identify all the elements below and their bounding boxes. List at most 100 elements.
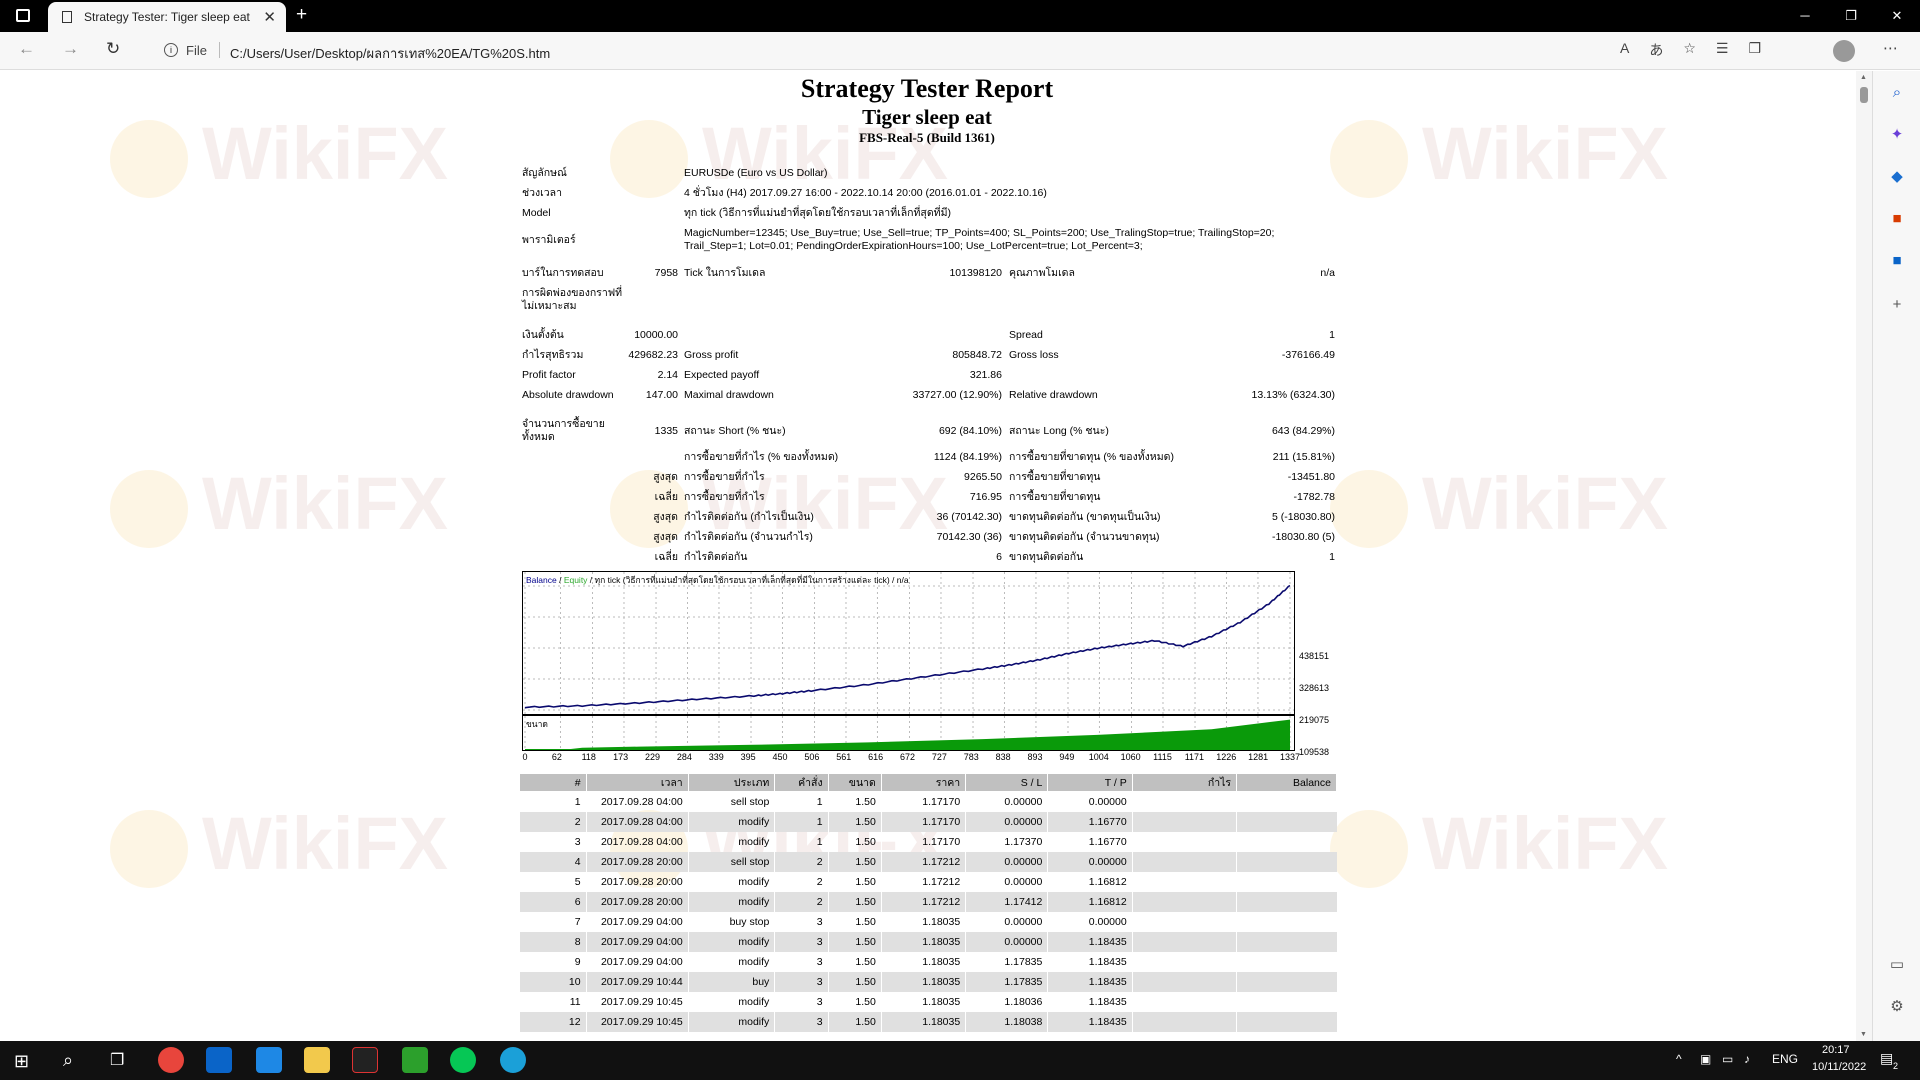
outlook-icon[interactable]: ■ — [1892, 252, 1902, 269]
url-text[interactable]: C:/Users/User/Desktop/ผลการเทส%20EA/TG%2… — [230, 46, 551, 61]
search-icon[interactable]: ⌕ — [63, 1050, 74, 1070]
mail-icon[interactable] — [256, 1047, 282, 1073]
table-cell: modify — [687, 811, 775, 832]
stat-value: 36 (70142.30) — [936, 511, 1002, 523]
profile-avatar[interactable] — [1833, 40, 1855, 62]
table-cell: 2017.09.29 10:45 — [585, 1011, 689, 1032]
x-tick-label: 672 — [899, 752, 916, 762]
hfm-app-icon[interactable] — [352, 1047, 378, 1073]
shopping-icon[interactable]: ◆ — [1891, 168, 1903, 185]
tab-actions-icon[interactable] — [16, 9, 30, 22]
table-cell: modify — [687, 891, 775, 912]
window-controls: ─ ❐ ✕ — [1782, 0, 1920, 32]
table-cell: 3 — [519, 831, 587, 852]
tray-overflow-icon[interactable]: ^ — [1676, 1052, 1682, 1066]
back-button[interactable]: ← — [18, 39, 35, 58]
line-app-icon[interactable] — [450, 1047, 476, 1073]
table-cell: 2017.09.28 04:00 — [585, 811, 689, 832]
table-cell: 2017.09.29 04:00 — [585, 931, 689, 952]
close-window-button[interactable]: ✕ — [1891, 8, 1903, 23]
stat-value: 70142.30 (36) — [936, 531, 1002, 543]
table-cell: modify — [687, 951, 775, 972]
legend-equity: Equity — [563, 575, 588, 585]
file-label: File — [186, 43, 207, 58]
column-header: ขนาด — [827, 773, 882, 792]
stat-label: กำไรติดต่อกัน — [684, 551, 748, 563]
read-aloud-icon[interactable]: A — [1620, 40, 1630, 56]
stat-label: Profit factor — [522, 369, 576, 381]
bars-value: 7958 — [654, 267, 678, 279]
stat-value: 1 — [1329, 551, 1335, 563]
add-icon[interactable]: + — [1892, 296, 1902, 313]
chrome-icon[interactable] — [158, 1047, 184, 1073]
vertical-scrollbar[interactable]: ▲ ▼ — [1856, 71, 1872, 1041]
copilot-icon[interactable]: ✦ — [1890, 126, 1904, 143]
settings-menu-icon[interactable]: ⋯ — [1883, 40, 1898, 57]
notification-icon[interactable]: ▤ — [1880, 1050, 1894, 1066]
table-cell: modify — [687, 1011, 775, 1032]
search-icon[interactable]: ⌕ — [1892, 84, 1902, 101]
table-cell: 1.17835 — [965, 971, 1048, 992]
store-icon[interactable] — [206, 1047, 232, 1073]
favorites-icon[interactable]: ☰ — [1715, 40, 1729, 56]
x-tick-label: 506 — [804, 752, 820, 762]
gear-icon[interactable]: ⚙ — [1890, 998, 1904, 1015]
edge-sidebar: ⌕ ✦ ◆ ■ ■ + ▭ ⚙ — [1872, 71, 1920, 1041]
network-icon[interactable]: ▣ — [1700, 1052, 1712, 1066]
scroll-down-icon[interactable]: ▼ — [1860, 1031, 1867, 1038]
forward-button[interactable]: → — [62, 39, 79, 58]
table-cell: 3 — [774, 951, 829, 972]
scroll-up-icon[interactable]: ▲ — [1860, 74, 1867, 81]
language-indicator[interactable]: ENG — [1772, 1052, 1799, 1066]
translate-icon[interactable]: あ — [1649, 42, 1664, 58]
close-tab-icon[interactable]: ✕ — [263, 9, 276, 26]
volume-icon[interactable]: ♪ — [1744, 1052, 1750, 1066]
table-cell: 1.16812 — [1047, 891, 1133, 912]
legend-balance: Balance — [526, 575, 557, 585]
edge-icon[interactable] — [500, 1047, 526, 1073]
new-tab-button[interactable]: + — [296, 4, 308, 25]
table-cell: 1.50 — [827, 931, 882, 952]
collections-icon[interactable]: ❒ — [1748, 40, 1762, 56]
refresh-button[interactable]: ↻ — [106, 39, 121, 58]
table-cell: 1.18435 — [1047, 971, 1133, 992]
add-favorite-icon[interactable]: ☆ — [1683, 40, 1696, 56]
y-tick-label: 328613 — [1299, 683, 1330, 693]
table-cell: 1.50 — [827, 831, 882, 852]
task-view-icon[interactable]: ❐ — [110, 1052, 125, 1069]
table-cell: 11 — [519, 991, 587, 1012]
table-row: 4 2017.09.28 20:00 sell stop 2 1.50 1.17212 0.… — [519, 851, 1337, 872]
volume-label: ขนาด — [526, 719, 548, 729]
watermark-logo: WikiFX — [610, 111, 948, 199]
fbs-app-icon[interactable] — [402, 1047, 428, 1073]
file-explorer-icon[interactable] — [304, 1047, 330, 1073]
column-header: เวลา — [585, 773, 689, 792]
clock-time[interactable]: 20:17 — [1822, 1044, 1850, 1056]
restore-button[interactable]: ❐ — [1845, 8, 1857, 23]
battery-icon[interactable]: ▭ — [1722, 1052, 1734, 1066]
table-cell — [1236, 951, 1337, 972]
start-icon[interactable]: ⊞ — [14, 1051, 30, 1071]
report-header: Strategy Tester Report Tiger sleep eat F… — [522, 71, 1332, 147]
column-header: S / L — [965, 773, 1049, 792]
url-field[interactable]: i File C:/Users/User/Desktop/ผลการเทส%20… — [150, 37, 1630, 65]
x-tick-label: 173 — [613, 752, 629, 762]
table-cell: 2017.09.28 20:00 — [585, 871, 689, 892]
office-icon[interactable]: ■ — [1892, 210, 1902, 227]
sidebar-toggle-icon[interactable]: ▭ — [1889, 956, 1905, 973]
info-icon[interactable]: i — [164, 43, 178, 57]
mismatch-label: การผิดพ่องของกราฟที่ — [522, 287, 623, 299]
mismatch-label-2: ไม่เหมาะสม — [522, 300, 577, 312]
series-line-balance — [524, 584, 1291, 709]
table-cell — [1131, 851, 1237, 872]
scroll-thumb[interactable] — [1860, 87, 1868, 103]
minimize-button[interactable]: ─ — [1800, 8, 1810, 23]
table-cell: 1.18035 — [880, 971, 966, 992]
browser-tab[interactable]: Strategy Tester: Tiger sleep eat ✕ — [48, 2, 286, 32]
clock-date[interactable]: 10/11/2022 — [1812, 1061, 1867, 1073]
table-cell: 1.50 — [827, 791, 882, 812]
table-cell — [1236, 871, 1337, 892]
x-tick-label: 395 — [740, 752, 756, 762]
table-cell — [1236, 931, 1337, 952]
stat-value: 321.86 — [969, 369, 1002, 381]
